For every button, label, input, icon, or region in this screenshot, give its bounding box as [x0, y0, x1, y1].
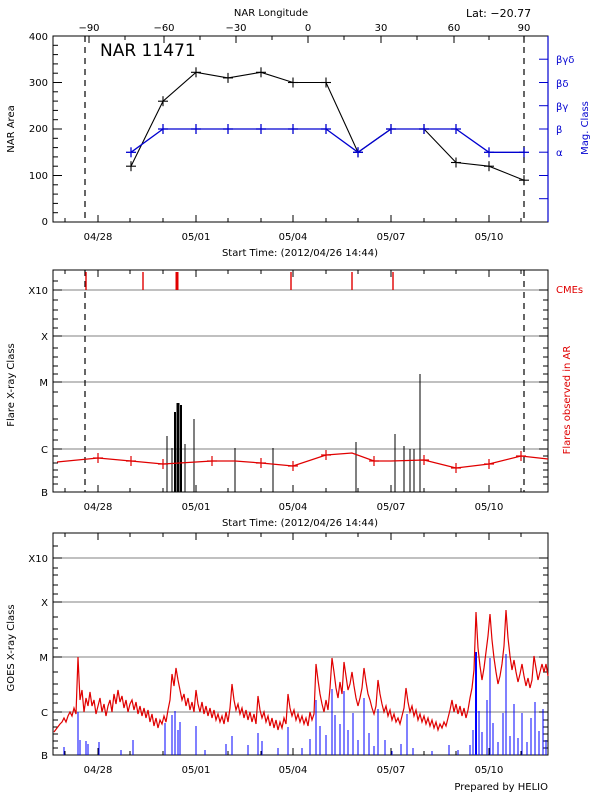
panel2-xtick-label: 05/07 [377, 502, 406, 513]
panel2-xtick-label: 05/04 [279, 502, 308, 513]
panel1-xtick-label: 04/28 [84, 232, 113, 243]
panel3-frame [52, 532, 549, 756]
panel3-ytick-label: B [41, 751, 48, 762]
panel1-title: NAR 11471 [100, 41, 196, 61]
panel1-magclass-label: βδ [556, 79, 569, 90]
panel1-xtick-label: 05/07 [377, 232, 406, 243]
panel2-y-ticks [53, 280, 62, 493]
panel1-right-axis-title: Mag. Class [580, 101, 591, 155]
panel3-ytick-label: M [39, 653, 48, 664]
panel2-cme-label: CMEs [556, 285, 583, 296]
mag-class-markers [126, 124, 529, 158]
panel2-right-ticks [539, 289, 548, 493]
panel1-ytick-label: 400 [29, 32, 48, 43]
panel2-bottom-ticks [64, 485, 522, 492]
goes-flux-trace [53, 609, 549, 733]
panel1-ytick-label: 0 [42, 217, 48, 228]
top-tick-label: 60 [448, 23, 461, 34]
panel2-yaxis-title: Flare X-ray Class [6, 343, 17, 427]
panel3-ytick-label: X [41, 598, 48, 609]
top-tick-label: 30 [375, 23, 388, 34]
mag-class-series [130, 128, 524, 154]
background-flux-series [56, 452, 549, 469]
panel1-magclass-ticks [539, 58, 548, 200]
panel-flares-in-ar: B C M X X10 Flare X-ray Class [6, 269, 583, 529]
panel3-ytick-label: X10 [28, 554, 48, 565]
panel2-ytick-label: X10 [28, 286, 48, 297]
panel2-ytick-label: B [41, 488, 48, 499]
panel1-xaxis-title: Start Time: (2012/04/26 14:44) [222, 248, 378, 259]
panel2-xtick-label: 05/10 [475, 502, 504, 513]
panel3-ytick-label: C [41, 708, 48, 719]
panel2-ytick-label: M [39, 378, 48, 389]
panel1-top-ticks [88, 36, 525, 43]
panel1-y-ticks [53, 35, 62, 223]
cme-markers [85, 272, 394, 290]
panel3-xtick-label: 04/28 [84, 765, 113, 776]
panel2-ytick-label: C [41, 445, 48, 456]
panel-nar-area: 0 100 200 300 400 NAR Area α β βγ βδ βγδ [6, 32, 591, 259]
footer-credit: Prepared by HELIO [454, 782, 548, 793]
lat-label: Lat: −20.77 [466, 7, 531, 20]
panel1-magclass-label: βγ [556, 102, 568, 113]
panel1-ytick-label: 200 [29, 124, 48, 135]
panel1-bottom-ticks [64, 215, 522, 222]
top-tick-label: −30 [225, 23, 246, 34]
top-axis-ticklabels: −90 −60 −30 0 30 60 90 [78, 23, 530, 34]
panel1-magclass-label: βγδ [556, 55, 574, 66]
panel1-ytick-label: 300 [29, 78, 48, 89]
panel1-xtick-label: 05/04 [279, 232, 308, 243]
panel1-xtick-label: 05/10 [475, 232, 504, 243]
panel2-frame [52, 269, 549, 493]
panel1-xtick-label: 05/01 [182, 232, 211, 243]
panel1-magclass-label: β [556, 125, 562, 136]
top-tick-label: −90 [78, 23, 99, 34]
nar-area-series [130, 71, 525, 181]
panel2-xtick-label: 05/01 [182, 502, 211, 513]
panel2-xtick-label: 04/28 [84, 502, 113, 513]
panel3-xtick-label: 05/10 [475, 765, 504, 776]
panel3-xtick-label: 05/07 [377, 765, 406, 776]
panel2-right-axis-title: Flares observed in AR [562, 346, 573, 455]
background-flux-markers [93, 450, 526, 473]
panel3-yaxis-title: GOES X-ray Class [6, 604, 17, 691]
flare-bars [166, 374, 421, 492]
panel1-yaxis-title: NAR Area [6, 105, 17, 152]
panel-goes-xray: B C M X X10 GOES X-ray Class [6, 532, 549, 776]
panel3-xtick-label: 05/04 [279, 765, 308, 776]
goes-flare-bars [63, 652, 547, 755]
top-axis-title: NAR Longitude [234, 8, 308, 19]
panel2-xaxis-title: Start Time: (2012/04/26 14:44) [222, 518, 378, 529]
panel3-y-ticks [53, 545, 62, 756]
panel3-top-ticks [64, 533, 522, 540]
top-tick-label: 90 [518, 23, 531, 34]
panel3-xtick-label: 05/01 [182, 765, 211, 776]
top-tick-label: −60 [153, 23, 174, 34]
top-tick-label: 0 [305, 23, 311, 34]
panel1-magclass-label: α [556, 148, 563, 159]
panel2-top-ticks [64, 270, 522, 277]
panel1-ytick-label: 100 [29, 171, 48, 182]
panel2-ytick-label: X [41, 332, 48, 343]
